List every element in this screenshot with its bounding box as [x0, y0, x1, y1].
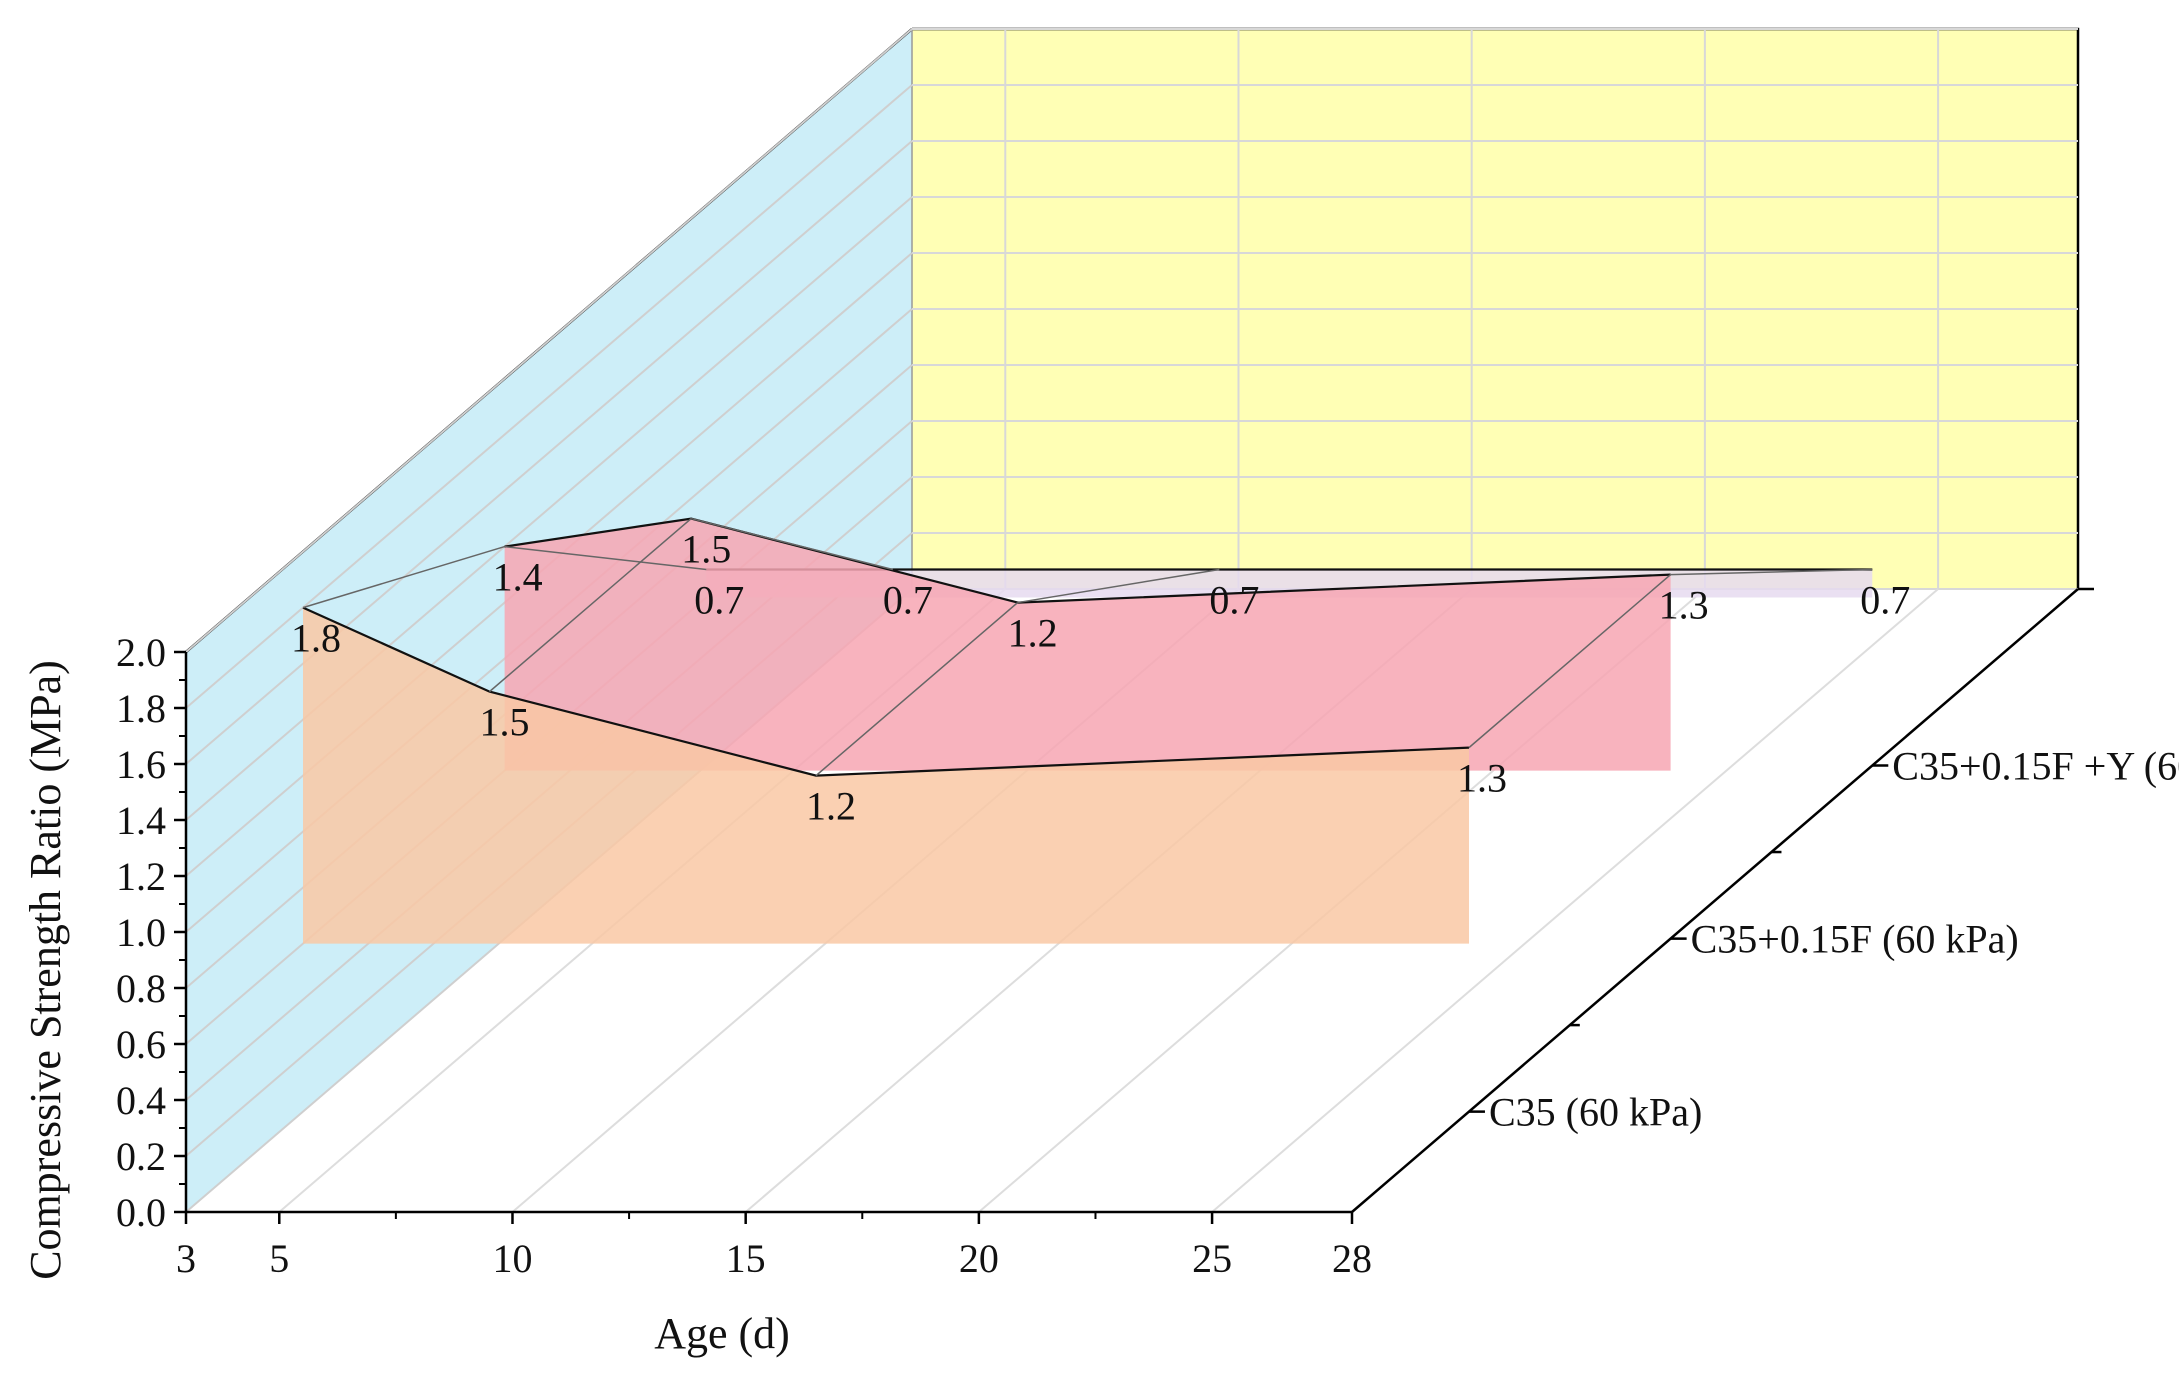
y-tick-label: 1.4 — [116, 798, 166, 843]
series-line — [504, 517, 1671, 604]
depth-axis-line — [1351, 588, 2079, 1213]
data-label: 1.5 — [681, 527, 731, 572]
data-label: 1.5 — [480, 700, 530, 745]
y-tick-label: 0.6 — [116, 1022, 166, 1067]
series-connector — [691, 517, 894, 571]
chart-series — [302, 517, 1873, 944]
x-tick-label: 5 — [269, 1236, 289, 1281]
series-name-label: C35+0.15F (60 kPa) — [1691, 917, 2019, 962]
series-connector — [504, 545, 707, 571]
series-connector — [1670, 568, 1873, 576]
x-tick-label: 28 — [1332, 1236, 1372, 1281]
series-area — [303, 607, 1469, 944]
side-wall-gridline — [185, 28, 913, 653]
series-line — [302, 606, 1470, 777]
series-connector — [815, 602, 1019, 777]
x-tick-label: 20 — [959, 1236, 999, 1281]
data-label: 0.7 — [883, 578, 933, 623]
data-label: 1.2 — [806, 784, 856, 829]
series-connector — [1468, 574, 1672, 749]
x-tick-label: 15 — [726, 1236, 766, 1281]
data-label: 0.7 — [694, 578, 744, 623]
x-tick-label: 25 — [1192, 1236, 1232, 1281]
y-tick-label: 2.0 — [116, 630, 166, 675]
chart-axes — [174, 587, 2094, 1224]
series-area — [504, 518, 1671, 771]
y-tick-label: 1.0 — [116, 910, 166, 955]
data-label: 0.7 — [1209, 578, 1259, 623]
series-name-label: C35+0.15F +Y (60 kPa) — [1892, 744, 2179, 789]
y-tick-label: 1.6 — [116, 742, 166, 787]
chart-labels: 1.8 1.5 1.2 1.3 1.4 1.5 1.2 1.3 0.7 0.7 0.7 0.7 0.0 0… — [116, 527, 2179, 1281]
data-label: 1.8 — [291, 616, 341, 661]
x-tick-label: 10 — [492, 1236, 532, 1281]
series-connector — [302, 545, 505, 609]
floor-gridline — [1211, 588, 1939, 1213]
y-tick-label: 0.0 — [116, 1190, 166, 1235]
y-tick-label: 1.8 — [116, 686, 166, 731]
data-label: 1.3 — [1457, 756, 1507, 801]
side-wall-gridline — [185, 84, 913, 709]
series-name-label: C35 (60 kPa) — [1489, 1090, 1702, 1135]
y-tick-label: 0.2 — [116, 1134, 166, 1179]
series-connector — [489, 518, 692, 693]
data-label: 1.4 — [493, 555, 543, 600]
data-label: 1.3 — [1659, 583, 1709, 628]
data-label: 1.2 — [1008, 611, 1058, 656]
x-tick-label: 3 — [176, 1236, 196, 1281]
data-label: 0.7 — [1860, 578, 1910, 623]
y-tick-label: 0.4 — [116, 1078, 166, 1123]
x-axis-title: Age (d) — [654, 1309, 790, 1358]
y-axis-title: Compressive Strength Ratio (MPa) — [21, 660, 70, 1280]
series-connector — [1017, 568, 1220, 604]
y-tick-label: 1.2 — [116, 854, 166, 899]
y-tick-label: 0.8 — [116, 966, 166, 1011]
